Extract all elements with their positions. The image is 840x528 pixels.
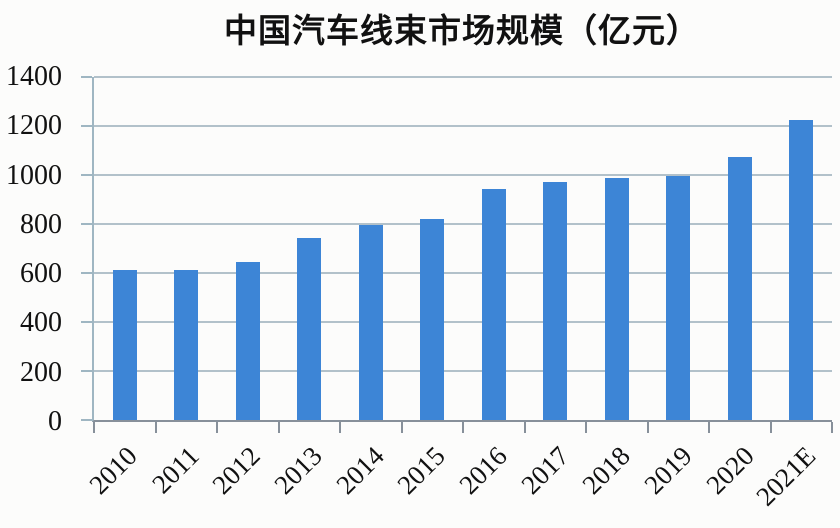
x-label-cell-2016: 2016 [453, 426, 524, 526]
bar-2013 [297, 238, 322, 420]
gridline-400 [94, 321, 832, 323]
gridline-200 [94, 370, 832, 372]
x-axis-label: 2016 [453, 440, 513, 500]
category-slot-2015 [402, 77, 464, 420]
y-axis-label: 0 [48, 406, 62, 437]
x-axis-label: 2015 [391, 440, 452, 500]
y-tick-200 [81, 370, 92, 372]
y-tick-1000 [81, 174, 92, 176]
category-slot-2012 [217, 77, 279, 420]
x-label-cell-2013: 2013 [268, 426, 339, 526]
x-tick-1 [154, 422, 157, 433]
category-slot-2014 [340, 77, 402, 420]
bar-2014 [358, 224, 383, 420]
x-axis-label: 2014 [329, 440, 390, 500]
bar-2018 [604, 178, 629, 420]
x-label-cell-2011: 2011 [146, 426, 216, 526]
x-tick-6 [462, 422, 464, 433]
x-axis-label: 2018 [576, 440, 637, 500]
bar-2011 [174, 270, 199, 420]
y-tick-1400 [81, 76, 92, 78]
gridline-1000 [94, 174, 832, 176]
bar-2016 [481, 189, 506, 420]
x-label-cell-2020: 2020 [700, 426, 771, 526]
x-label-cell-2015: 2015 [392, 426, 462, 526]
y-tick-800 [81, 223, 92, 225]
y-tick-400 [81, 321, 92, 323]
category-slot-2021E [771, 77, 833, 420]
y-axis-label: 800 [20, 208, 62, 240]
gridline-600 [94, 272, 832, 274]
bar-2021E [789, 119, 814, 420]
chart-title: 中国汽车线束市场规模（亿元） [224, 14, 700, 50]
x-tick-7 [523, 422, 526, 433]
x-tick-4 [339, 422, 341, 433]
x-axis-label: 2013 [268, 440, 328, 500]
x-tick-9 [646, 422, 649, 433]
category-slot-2019 [648, 77, 710, 420]
y-axis-label: 1200 [6, 110, 62, 142]
category-slot-2011 [156, 77, 218, 420]
category-slot-2016 [463, 77, 525, 420]
category-slot-2018 [586, 77, 648, 420]
bar-2019 [666, 176, 691, 420]
x-axis-label: 2017 [514, 440, 575, 500]
y-axis-label: 200 [20, 356, 62, 388]
x-label-cell-2017: 2017 [515, 426, 586, 526]
x-tick-3 [277, 422, 280, 433]
x-tick-12 [831, 422, 833, 433]
bar-2010 [112, 270, 137, 420]
gridline-1400 [94, 76, 832, 78]
category-slot-2010 [94, 77, 156, 420]
x-label-cell-2019: 2019 [638, 426, 709, 526]
x-tick-5 [400, 422, 403, 433]
bar-2020 [727, 156, 752, 420]
y-axis-label: 600 [20, 258, 62, 290]
x-tick-8 [585, 422, 587, 433]
gridline-1200 [94, 125, 832, 127]
x-axis-label: 2012 [206, 440, 266, 500]
x-tick-2 [216, 422, 218, 433]
x-axis-label: 2010 [83, 440, 143, 500]
bars-row [94, 77, 832, 420]
bar-2012 [235, 261, 260, 420]
x-label-cell-2014: 2014 [330, 426, 401, 526]
y-axis-label: 1000 [6, 159, 62, 191]
x-label-cell-2018: 2018 [577, 426, 647, 526]
x-tick-11 [769, 422, 772, 433]
x-labels: 2010 2011 2012 2013 2014 2015 2016 2017 2018 2019… [83, 426, 832, 526]
bar-2017 [543, 182, 568, 420]
y-axis-labels: 0 200 400 600 800 1000 1200 1400 [0, 63, 64, 436]
x-axis-label: 2019 [638, 440, 698, 500]
y-tick-0 [81, 419, 92, 421]
gridline-800 [94, 223, 832, 225]
plot-area [81, 76, 833, 433]
x-axis-label: 2011 [145, 440, 205, 500]
x-label-cell-2021E: 2021E [750, 426, 832, 526]
x-tick-0 [93, 422, 95, 433]
y-tick-600 [81, 272, 92, 274]
y-axis-label: 400 [20, 307, 62, 339]
y-tick-1200 [81, 125, 92, 127]
category-slot-2013 [279, 77, 341, 420]
x-tick-10 [708, 422, 710, 433]
category-slot-2020 [709, 77, 771, 420]
bar-2015 [420, 219, 445, 420]
category-slot-2017 [525, 77, 587, 420]
x-label-cell-2010: 2010 [83, 426, 154, 526]
x-label-cell-2012: 2012 [207, 426, 277, 526]
y-axis-label: 1400 [6, 61, 62, 92]
